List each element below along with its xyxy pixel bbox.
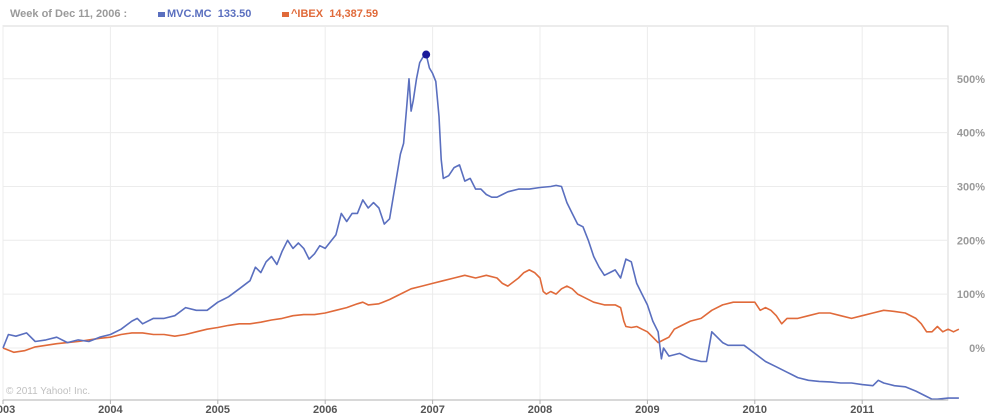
legend-name-ibex: ^IBEX [291,8,324,20]
x-tick-label: 2007 [420,404,444,416]
y-tick-label: 100% [957,289,985,301]
x-tick-label: 2008 [528,404,552,416]
y-tick-label: 0% [969,343,985,355]
x-tick-label: 2005 [206,404,230,416]
x-tick-label: 2009 [635,404,659,416]
legend-swatch-mvc [158,11,165,17]
x-tick-label: 2006 [313,404,337,416]
plot-area-border [2,25,949,401]
legend-swatch-ibex [282,11,289,17]
x-tick-label: 2011 [850,404,874,416]
y-tick-label: 500% [957,74,985,86]
series-line-mvcmc[interactable] [2,53,959,401]
legend-value-mvc: 133.50 [217,8,252,20]
series-line-ibex[interactable] [2,269,960,354]
x-tick-label: 2004 [98,404,123,416]
y-tick-label: 400% [957,128,985,140]
y-tick-label: 200% [957,235,985,247]
x-tick-label: 2010 [743,404,767,416]
highlight-point[interactable] [422,50,431,59]
legend-item-mvc[interactable]: MVC.MC 133.50 [158,8,251,20]
copyright-notice: © 2011 Yahoo! Inc. [6,386,91,397]
legend-name-mvc: MVC.MC [167,8,212,20]
y-tick-label: 300% [957,181,985,193]
legend-value-ibex: 14,387.59 [329,8,379,20]
x-tick-label: 2003 [0,404,15,416]
legend-item-ibex[interactable]: ^IBEX 14,387.59 [282,8,378,20]
hover-date-label: Week of Dec 11, 2006 : [10,8,128,20]
